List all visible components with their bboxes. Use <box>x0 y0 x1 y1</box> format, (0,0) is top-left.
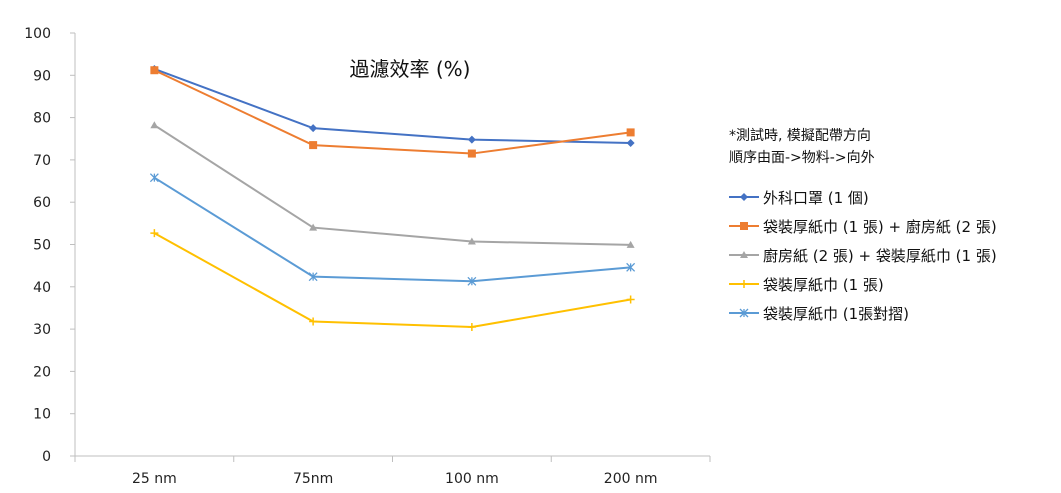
data-point <box>309 317 318 326</box>
data-point <box>467 149 476 158</box>
y-tick-label: 40 <box>33 280 51 296</box>
data-point <box>626 262 636 272</box>
data-point <box>309 223 318 231</box>
data-point <box>467 276 477 286</box>
data-point <box>150 121 159 129</box>
legend-label: 袋裝厚紙巾 (1張對摺) <box>763 305 909 323</box>
y-tick-label: 20 <box>33 364 51 380</box>
axes: 0 10 20 30 40 50 60 70 80 90 100 25 nm 75nm 100 nm 200… <box>24 26 711 487</box>
series-line <box>153 176 631 283</box>
y-tick-label: 30 <box>33 322 51 338</box>
series-3 <box>150 121 635 248</box>
chart-note-line-2: 順序由面->物料->向外 <box>729 150 875 166</box>
x-tick-label: 200 nm <box>604 471 658 487</box>
series-4 <box>150 229 635 331</box>
y-tick-label: 0 <box>42 449 51 465</box>
y-tick-label: 90 <box>33 68 51 84</box>
legend-item: 袋裝厚紙巾 (1張對摺) <box>729 305 909 323</box>
chart-note-line-1: *測試時, 模擬配帶方向 <box>729 128 871 144</box>
data-point <box>150 229 159 238</box>
y-tick-label: 10 <box>33 407 51 423</box>
legend-item: 廚房紙 (2 張) + 袋裝厚紙巾 (1 張) <box>729 247 997 265</box>
legend-swatch-marker <box>740 280 748 288</box>
data-point <box>626 138 635 147</box>
legend-item: 袋裝厚紙巾 (1 張) + 廚房紙 (2 張) <box>729 218 997 236</box>
legend-item: 外科口罩 (1 個) <box>729 189 869 207</box>
legend-label: 外科口罩 (1 個) <box>763 189 869 207</box>
data-point <box>467 322 476 331</box>
x-tick-label: 25 nm <box>132 471 177 487</box>
data-point <box>309 124 318 133</box>
y-tick-label: 50 <box>33 238 51 254</box>
series-line <box>153 232 631 328</box>
legend-label: 袋裝厚紙巾 (1 張) + 廚房紙 (2 張) <box>763 218 997 236</box>
legend-item: 袋裝厚紙巾 (1 張) <box>729 276 884 294</box>
series-2 <box>150 66 635 158</box>
chart-title: 過濾效率 (%) <box>350 57 471 81</box>
y-tick-label: 70 <box>33 153 51 169</box>
legend-label: 廚房紙 (2 張) + 袋裝厚紙巾 (1 張) <box>763 247 997 265</box>
data-point <box>308 272 318 282</box>
legend: 外科口罩 (1 個) 袋裝厚紙巾 (1 張) + 廚房紙 (2 張) 廚房紙 (2 … <box>729 189 997 323</box>
y-tick-label: 80 <box>33 111 51 127</box>
data-point <box>626 240 635 248</box>
series-line <box>153 69 631 155</box>
legend-swatch-marker <box>740 222 748 230</box>
x-tick-label: 75nm <box>293 471 333 487</box>
data-point <box>467 135 476 144</box>
y-tick-label: 100 <box>24 26 51 42</box>
series-line <box>153 124 631 246</box>
legend-swatch-marker <box>740 251 748 258</box>
legend-swatch-marker <box>740 193 748 201</box>
legend-label: 袋裝厚紙巾 (1 張) <box>763 276 884 294</box>
y-tick-label: 60 <box>33 195 51 211</box>
legend-swatch-marker <box>739 308 749 318</box>
data-point <box>150 66 159 75</box>
data-point <box>626 128 635 137</box>
series-line <box>154 68 631 144</box>
x-tick-label: 100 nm <box>445 471 499 487</box>
series-5 <box>149 173 636 286</box>
series-group <box>149 64 636 331</box>
data-point <box>309 141 318 150</box>
data-point <box>626 295 635 304</box>
data-point <box>467 237 476 245</box>
data-point <box>149 173 159 183</box>
